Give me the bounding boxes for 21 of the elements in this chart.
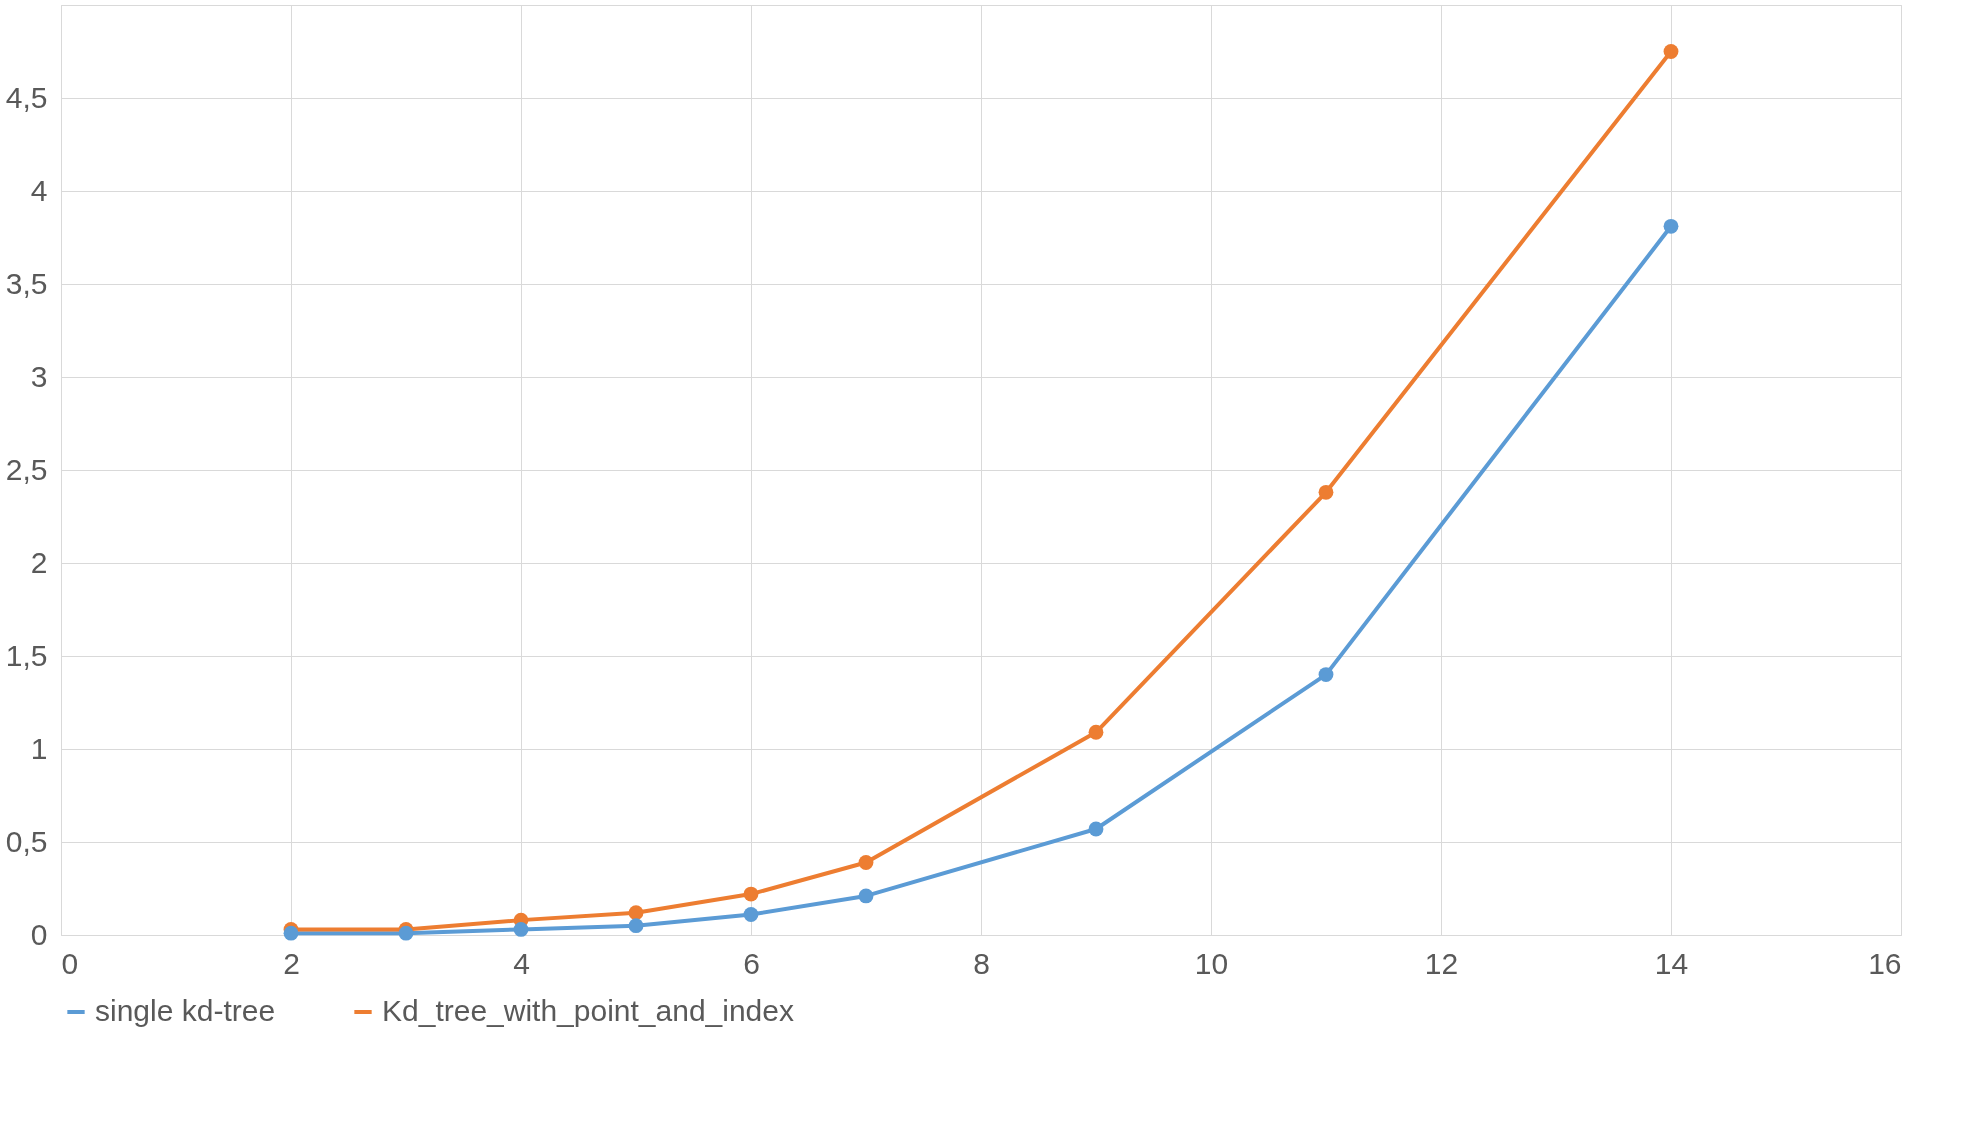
y-tick-label: 2,5 (5, 452, 48, 486)
x-tick-label: 0 (61, 946, 79, 980)
y-tick-label: 2 (30, 545, 48, 579)
x-tick-label: 16 (1868, 946, 1902, 980)
y-tick-label: 0 (30, 917, 48, 951)
y-tick-label: 3,5 (5, 266, 48, 300)
x-tick-label: 14 (1654, 946, 1689, 980)
x-tick-label: 10 (1194, 946, 1229, 980)
x-tick-label: 6 (743, 946, 760, 980)
legend-label: single kd-tree (95, 994, 276, 1027)
y-tick-label: 0,5 (5, 824, 48, 858)
x-tick-label: 2 (283, 946, 300, 980)
y-tick-label: 4,5 (5, 80, 48, 114)
x-tick-label: 4 (513, 946, 530, 980)
legend-label: Kd_tree_with_point_and_index (382, 994, 794, 1027)
y-tick-label: 1,5 (5, 638, 48, 672)
y-tick-label: 1 (30, 731, 48, 765)
x-tick-label: 12 (1424, 946, 1459, 980)
x-tick-label: 8 (973, 946, 990, 980)
y-tick-label: 4 (30, 173, 48, 207)
y-tick-label: 3 (30, 359, 48, 393)
